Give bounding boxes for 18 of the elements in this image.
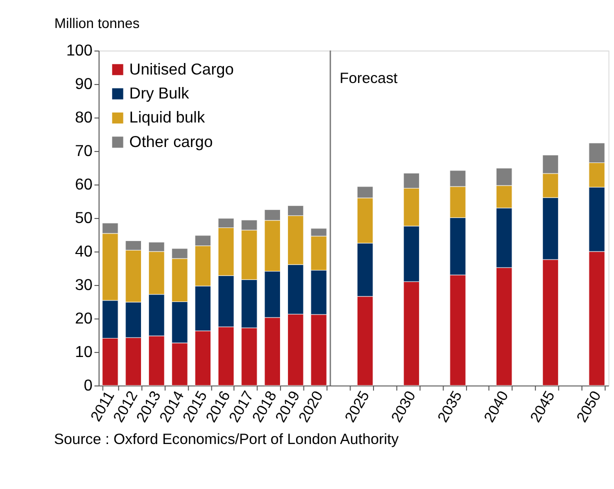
legend-label: Dry Bulk [129,85,190,102]
y-tick-label: 0 [84,378,93,395]
legend-label: Liquid bulk [129,110,205,127]
source-note: Source : Oxford Economics/Port of London Authority [54,432,400,448]
y-tick-label: 70 [74,143,93,160]
y-tick-label: 80 [74,110,93,127]
y-tick-label: 90 [74,76,93,94]
y-tick-label: 20 [74,310,93,328]
y-tick-label: 30 [74,277,93,294]
y-tick-label: 50 [74,210,93,228]
legend-label: Other cargo [129,134,213,151]
y-tick-label: 40 [74,244,93,261]
legend-label: Unitised Cargo [129,61,234,78]
y-tick-label: 10 [74,344,93,362]
y-tick-label: 60 [74,176,93,194]
y-axis-title: Million tonnes [54,14,140,31]
y-tick-label: 100 [66,42,93,60]
ref-line-label: Forecast [340,71,398,88]
